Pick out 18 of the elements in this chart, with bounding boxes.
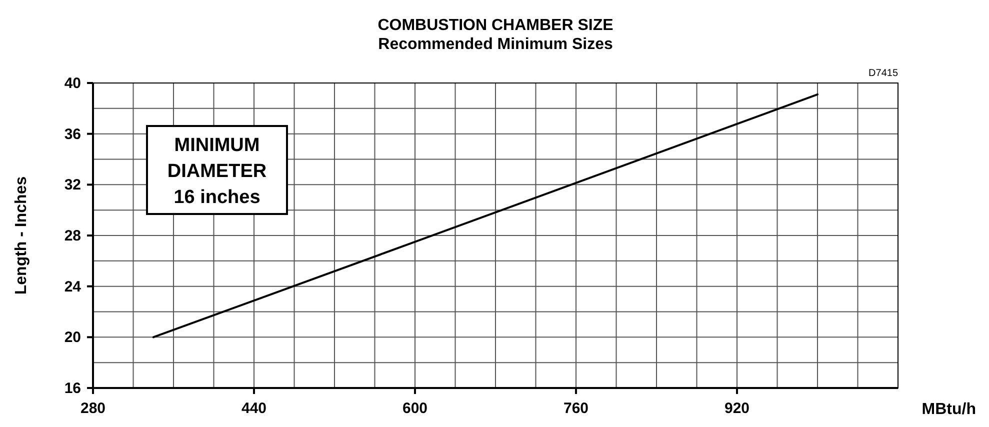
x-tick-label: 280 <box>80 400 106 417</box>
y-tick-label: 16 <box>64 380 81 397</box>
x-tick-label: 440 <box>241 400 267 417</box>
y-tick-label: 36 <box>64 126 81 143</box>
annotation: MINIMUM DIAMETER 16 inches <box>167 135 267 208</box>
x-tick-label: 600 <box>402 400 428 417</box>
x-axis-title: MBtu/h <box>922 401 976 418</box>
chart-title: COMBUSTION CHAMBER SIZE <box>378 17 614 34</box>
y-tick-label: 28 <box>64 228 81 244</box>
x-tick-label: 760 <box>563 400 589 417</box>
y-tick-label: 20 <box>64 329 81 346</box>
y-tick-label: 24 <box>64 278 82 296</box>
x-tick-label: 920 <box>724 400 750 417</box>
chart-subtitle: Recommended Minimum Sizes <box>378 36 613 53</box>
y-tick-label: 40 <box>64 75 81 92</box>
text: D7415 <box>868 68 898 79</box>
y-tick-label: 32 <box>64 176 81 194</box>
y-axis-title: Length - Inches <box>13 176 30 295</box>
